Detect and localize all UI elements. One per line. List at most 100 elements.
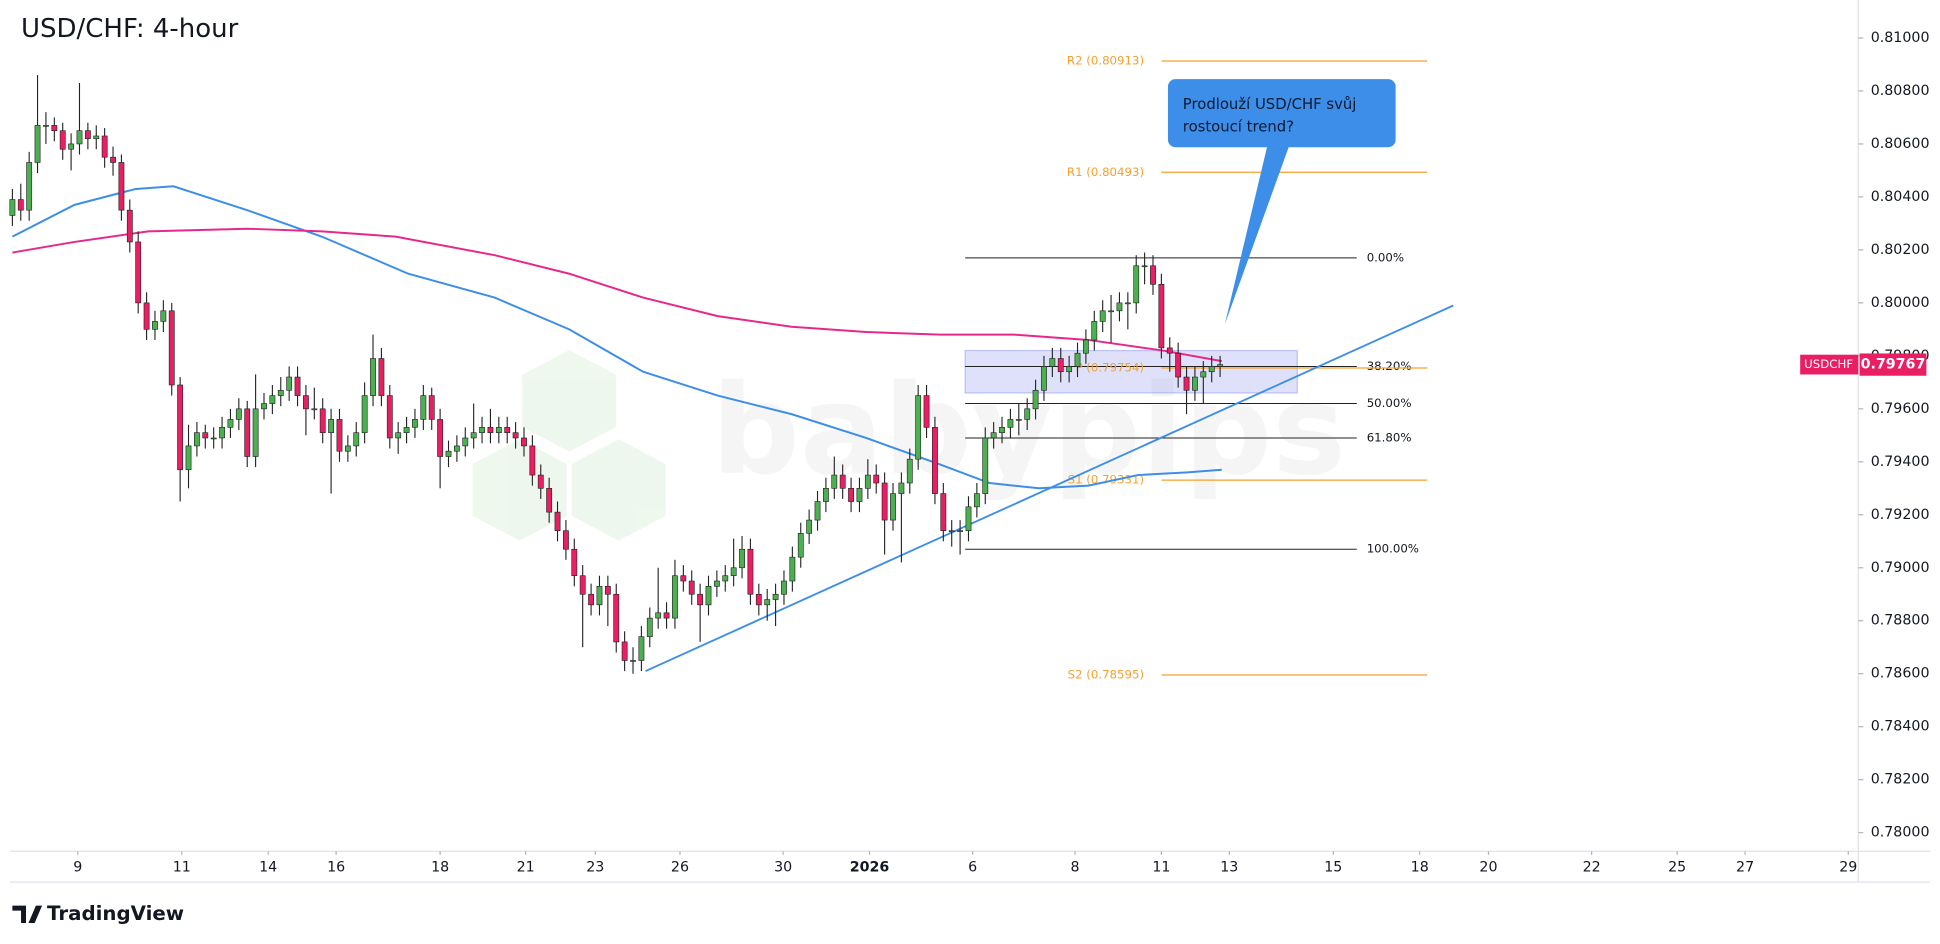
watermark-cube xyxy=(571,439,666,541)
brand: TradingView xyxy=(12,902,184,925)
x-tick-label: 26 xyxy=(671,859,689,875)
candle-body xyxy=(554,511,561,531)
x-tick-label: 13 xyxy=(1220,859,1238,875)
candle-body xyxy=(504,427,511,433)
candle-body xyxy=(193,432,200,447)
candle-body xyxy=(1183,376,1190,391)
candle-body xyxy=(806,519,813,534)
brand-logo xyxy=(12,905,43,923)
candle-body xyxy=(940,493,947,531)
fib-label: 50.00% xyxy=(1367,396,1412,410)
candle-body xyxy=(957,530,964,532)
candle-body xyxy=(43,125,49,127)
y-tick-label: 0.81000 xyxy=(1871,30,1930,46)
candle-body xyxy=(873,474,880,484)
candle-body xyxy=(1166,347,1173,354)
candle-body xyxy=(529,445,536,476)
candle-body xyxy=(814,501,821,521)
candle-body xyxy=(1150,265,1156,285)
candle-body xyxy=(1208,366,1215,373)
candle-body xyxy=(797,533,804,558)
candle-body xyxy=(311,408,318,411)
candle-body xyxy=(604,586,611,595)
moving-average xyxy=(12,227,1222,363)
candle-body xyxy=(890,493,896,521)
candle-body xyxy=(831,474,838,489)
candle-body xyxy=(621,641,628,661)
watermark-cube xyxy=(522,350,617,452)
candle-body xyxy=(1024,408,1031,420)
candle-body xyxy=(412,419,418,428)
y-tick-label: 0.78200 xyxy=(1871,772,1930,788)
y-tick-label: 0.79000 xyxy=(1871,560,1930,576)
moving-average xyxy=(11,185,1222,490)
candle-body xyxy=(1175,352,1182,378)
x-tick-label: 27 xyxy=(1736,859,1754,875)
fib-label: 38.20% xyxy=(1367,359,1412,373)
candle-body xyxy=(730,567,737,577)
y-tick-label: 0.79200 xyxy=(1871,507,1930,523)
candle-body xyxy=(848,487,854,502)
x-tick-label: 21 xyxy=(517,859,535,875)
candle-body xyxy=(378,358,385,396)
price-tag-symbol: USDCHF xyxy=(1804,357,1853,371)
x-tick-label: 22 xyxy=(1583,859,1601,875)
y-tick-label: 0.78000 xyxy=(1871,825,1930,841)
candle-body xyxy=(1192,376,1198,391)
y-tick-label: 0.80800 xyxy=(1871,83,1930,99)
candle-body xyxy=(185,445,192,471)
x-tick-label: 23 xyxy=(586,859,604,875)
x-tick-label: 16 xyxy=(327,859,345,875)
candle-body xyxy=(437,419,444,457)
candle-body xyxy=(328,419,334,433)
candle-body xyxy=(445,450,452,457)
candle-body xyxy=(210,437,217,440)
candle-body xyxy=(34,125,41,163)
candle-body xyxy=(982,437,989,494)
candle-body xyxy=(26,162,33,211)
fib-label: 0.00% xyxy=(1367,250,1404,264)
candle-body xyxy=(864,474,871,489)
candle-body xyxy=(755,593,762,606)
candle-body xyxy=(1082,339,1089,354)
candle-body xyxy=(487,427,494,433)
candle-body xyxy=(923,395,930,428)
candle-body xyxy=(84,130,91,139)
candle-body xyxy=(126,209,133,243)
brand-text: TradingView xyxy=(47,902,184,925)
chart-title: USD/CHF: 4-hour xyxy=(21,14,239,44)
candle-body xyxy=(722,575,729,582)
candle-body xyxy=(1217,364,1223,367)
candle-body xyxy=(219,427,225,439)
candle-body xyxy=(881,482,888,521)
x-tick-label: 25 xyxy=(1668,859,1686,875)
candle-body xyxy=(252,408,259,457)
candle-body xyxy=(152,321,158,330)
candle-body xyxy=(118,162,125,211)
candle-body xyxy=(59,130,66,150)
y-tick-label: 0.78400 xyxy=(1871,719,1930,735)
candle-body xyxy=(713,580,720,587)
candle-body xyxy=(403,427,410,433)
candle-body xyxy=(789,556,796,582)
y-tick-label: 0.79400 xyxy=(1871,454,1930,470)
candle-body xyxy=(202,432,209,439)
x-tick-label: 18 xyxy=(1411,859,1429,875)
candle-body xyxy=(856,487,863,502)
candle-body xyxy=(571,548,578,577)
candle-body xyxy=(135,241,142,304)
candle-body xyxy=(646,617,653,637)
fib-label: 61.80% xyxy=(1367,430,1412,444)
candle-body xyxy=(168,310,175,386)
candle-body xyxy=(235,408,242,420)
candle-body xyxy=(303,395,309,410)
zone xyxy=(964,349,1298,394)
candle-body xyxy=(68,143,75,150)
candle-body xyxy=(428,395,435,420)
candle-body xyxy=(344,445,351,452)
candle-body xyxy=(453,445,460,452)
candle-body xyxy=(336,419,343,452)
candle-body xyxy=(613,593,620,643)
